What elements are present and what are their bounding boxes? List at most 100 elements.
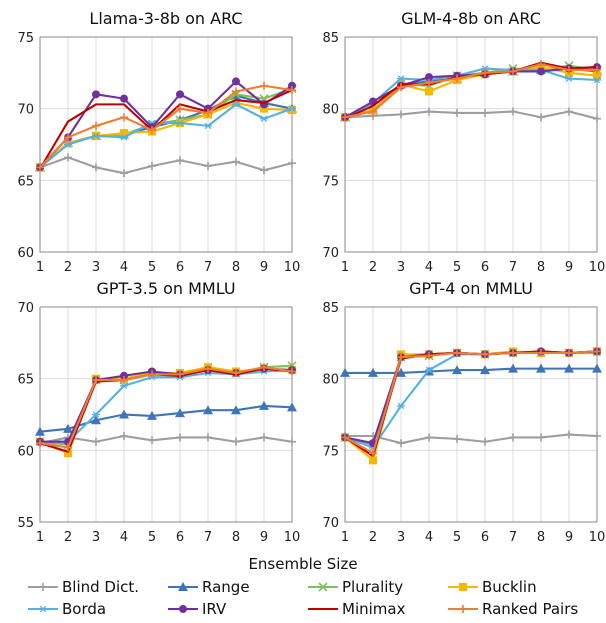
data-point <box>288 86 296 95</box>
x-tick-label: 9 <box>565 260 573 275</box>
data-point <box>425 351 433 360</box>
legend-item-range: Range <box>168 578 250 596</box>
panel-title: GLM-4-8b on ARC <box>401 9 541 28</box>
series-line <box>39 89 293 170</box>
x-tick-label: 1 <box>36 260 44 275</box>
data-point <box>397 83 405 92</box>
data-point <box>593 347 601 356</box>
legend-item-bucklin: Bucklin <box>448 578 537 596</box>
legend-marker <box>39 605 47 613</box>
x-tick-label: 4 <box>425 260 433 275</box>
data-point <box>91 415 101 425</box>
data-point <box>288 367 296 376</box>
series-range <box>35 400 297 436</box>
x-tick-label: 10 <box>589 530 606 545</box>
data-point <box>148 370 156 379</box>
legend-marker <box>459 583 467 591</box>
legend-item-irv: IRV <box>168 600 227 618</box>
legend-marker <box>459 605 467 613</box>
data-point <box>120 129 128 138</box>
legend-item-ranked-pairs: Ranked Pairs <box>448 600 578 618</box>
legend-label: Borda <box>62 600 106 618</box>
legend-label: Bucklin <box>482 578 537 596</box>
data-point <box>204 162 212 170</box>
data-point <box>92 376 100 385</box>
panel-gpt-4-on-mmlu: 70 75 80 85 1 2 3 4 5 6 7 8 9 10 GPT-4 on MMLU <box>322 279 605 545</box>
data-point <box>176 433 184 442</box>
x-tick-label: 2 <box>369 530 377 545</box>
data-point <box>481 437 489 446</box>
plot-frame <box>344 36 598 253</box>
y-tick-label: 80 <box>322 373 339 388</box>
series-ranked-pairs <box>36 81 296 172</box>
data-point <box>120 94 128 103</box>
data-point <box>537 348 545 357</box>
x-tick-label: 3 <box>397 530 405 545</box>
data-point <box>425 107 433 116</box>
data-point <box>397 353 405 362</box>
x-tick-label: 6 <box>176 260 184 275</box>
data-point <box>425 433 433 442</box>
series-ranked-pairs <box>341 347 601 458</box>
data-point <box>147 410 157 420</box>
x-tick-label: 8 <box>232 530 240 545</box>
data-point <box>232 77 240 86</box>
data-point <box>425 366 433 374</box>
x-tick-label: 10 <box>589 260 606 275</box>
x-tick-label: 2 <box>64 260 72 275</box>
series-line <box>344 350 598 455</box>
x-tick-label: 7 <box>509 260 517 275</box>
data-point <box>148 162 156 170</box>
data-point <box>64 139 72 148</box>
series-ranked-pairs <box>36 363 296 452</box>
data-point <box>204 108 212 117</box>
data-point <box>508 363 518 373</box>
y-tick-label: 85 <box>322 31 339 46</box>
data-point <box>92 411 100 418</box>
y-tick-label: 60 <box>17 444 34 459</box>
data-point <box>368 367 378 377</box>
data-point <box>565 348 573 357</box>
legend-label: Blind Dict. <box>62 578 139 596</box>
data-point <box>176 156 184 165</box>
data-point <box>397 439 405 448</box>
y-tick-label: 70 <box>322 516 339 531</box>
data-point <box>481 68 489 77</box>
x-tick-label: 6 <box>481 530 489 545</box>
data-point <box>288 81 296 90</box>
x-tick-label: 2 <box>369 260 377 275</box>
data-point <box>175 408 185 418</box>
y-tick-label: 75 <box>322 444 339 459</box>
data-point <box>148 436 156 445</box>
data-point <box>288 437 296 446</box>
x-tick-label: 1 <box>341 260 349 275</box>
data-point <box>565 75 573 82</box>
series-bucklin <box>341 347 601 465</box>
panel-title: Llama-3-8b on ARC <box>89 9 242 28</box>
data-point <box>340 367 350 377</box>
y-tick-label: 85 <box>322 301 339 316</box>
plot-frame <box>39 36 293 253</box>
legend-label: IRV <box>202 600 227 618</box>
series-range <box>340 363 602 377</box>
series-line <box>39 84 293 169</box>
data-point <box>231 405 241 415</box>
data-point <box>397 402 405 410</box>
data-point <box>232 368 240 377</box>
data-point <box>232 98 240 107</box>
y-tick-label: 65 <box>17 174 34 189</box>
plot-frame <box>39 306 293 523</box>
x-tick-label: 9 <box>565 530 573 545</box>
series-line <box>344 351 597 449</box>
data-point <box>341 113 349 122</box>
data-point <box>36 439 44 448</box>
data-point <box>36 163 44 172</box>
data-point <box>260 115 268 122</box>
data-point <box>260 166 268 175</box>
data-point <box>425 73 433 82</box>
x-tick-label: 4 <box>120 260 128 275</box>
legend-marker <box>39 583 47 591</box>
x-tick-label: 3 <box>92 260 100 275</box>
data-point <box>564 363 574 373</box>
